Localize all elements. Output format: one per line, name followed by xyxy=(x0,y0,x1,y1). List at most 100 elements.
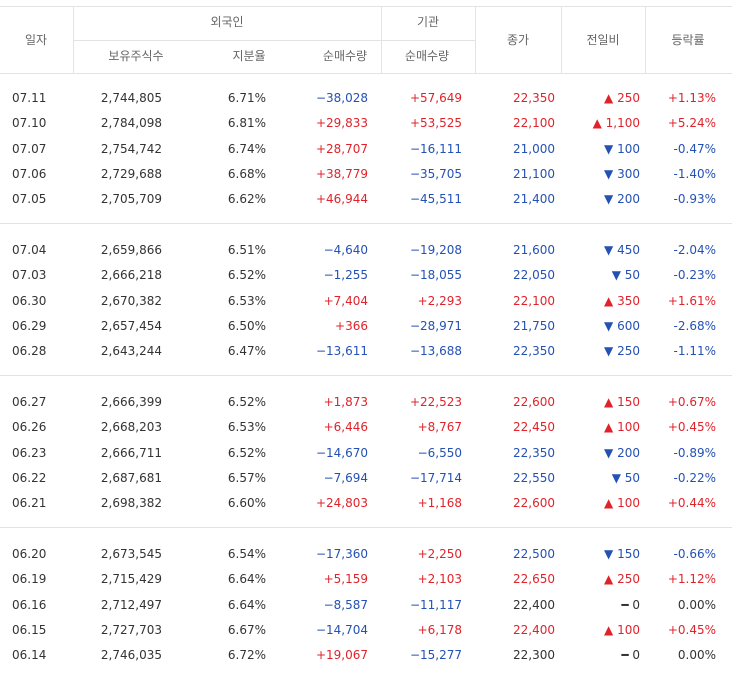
share: 6.68% xyxy=(227,166,266,181)
share: 6.53% xyxy=(227,293,266,308)
inst-net: −15,277 xyxy=(409,648,462,663)
change: ▲ 1,100 xyxy=(592,116,640,131)
rate: -0.89% xyxy=(673,445,716,460)
rate: -0.66% xyxy=(673,547,716,561)
holdings: 2,727,703 xyxy=(100,622,162,637)
date: 06.14 xyxy=(12,648,47,663)
share: 6.50% xyxy=(227,318,266,333)
change: ▼ 600 xyxy=(604,318,640,333)
border xyxy=(475,6,476,73)
close: 22,600 xyxy=(513,395,555,409)
close: 21,600 xyxy=(513,243,555,257)
inst-net: −16,111 xyxy=(409,141,462,156)
header: 보유주식수 xyxy=(108,49,164,63)
rate: +1.12% xyxy=(667,572,716,587)
foreign-net: −14,704 xyxy=(315,622,368,637)
close: 22,400 xyxy=(513,597,555,612)
rate: -0.23% xyxy=(673,268,716,283)
holdings: 2,657,454 xyxy=(100,318,162,333)
share: 6.47% xyxy=(227,344,266,359)
change: ▲ 250 xyxy=(604,572,640,587)
holdings: 2,698,382 xyxy=(100,496,162,511)
holdings: 2,687,681 xyxy=(100,470,162,485)
inst-net: −28,971 xyxy=(409,318,462,333)
inst-net: −18,055 xyxy=(409,268,462,283)
close: 21,750 xyxy=(513,318,555,333)
change: ▲ 100 xyxy=(604,496,640,511)
change: ▼ 300 xyxy=(604,166,640,181)
close: 21,000 xyxy=(513,141,555,156)
date: 06.20 xyxy=(12,547,47,561)
share: 6.74% xyxy=(227,141,266,156)
header: 일자 xyxy=(24,33,48,47)
border xyxy=(0,73,732,74)
border xyxy=(73,6,74,73)
rate: +1.13% xyxy=(667,91,716,105)
foreign-net: −17,360 xyxy=(315,547,368,561)
date: 07.05 xyxy=(12,192,47,207)
share: 6.53% xyxy=(227,420,266,435)
inst-net: +22,523 xyxy=(409,395,462,409)
change: ━ 0 xyxy=(621,597,640,612)
share: 6.64% xyxy=(227,572,266,587)
change: ▲ 150 xyxy=(604,395,640,409)
foreign-net: −8,587 xyxy=(323,597,368,612)
close: 22,100 xyxy=(513,116,555,131)
header: 순매수량 xyxy=(322,49,368,63)
foreign-net: +24,803 xyxy=(315,496,368,511)
foreign-net: +1,873 xyxy=(323,395,368,409)
inst-net: −19,208 xyxy=(409,243,462,257)
inst-net: −6,550 xyxy=(417,445,462,460)
foreign-net: +19,067 xyxy=(315,648,368,663)
inst-net: +57,649 xyxy=(409,91,462,105)
change: ▼ 200 xyxy=(604,192,640,207)
change: ▼ 200 xyxy=(604,445,640,460)
rate: +0.45% xyxy=(667,420,716,435)
share: 6.60% xyxy=(227,496,266,511)
change: ▼ 50 xyxy=(611,268,640,283)
rate: +0.67% xyxy=(667,395,716,409)
share: 6.52% xyxy=(227,268,266,283)
inst-net: −11,117 xyxy=(409,597,462,612)
share: 6.52% xyxy=(227,395,266,409)
change: ▼ 150 xyxy=(604,547,640,561)
date: 06.27 xyxy=(12,395,47,409)
date: 07.10 xyxy=(12,116,47,131)
share: 6.67% xyxy=(227,622,266,637)
date: 06.28 xyxy=(12,344,47,359)
date: 07.11 xyxy=(12,91,47,105)
holdings: 2,715,429 xyxy=(100,572,162,587)
close: 22,400 xyxy=(513,622,555,637)
share: 6.57% xyxy=(227,470,266,485)
share: 6.51% xyxy=(227,243,266,257)
foreign-net: −13,611 xyxy=(315,344,368,359)
date: 06.21 xyxy=(12,496,47,511)
foreign-net: −1,255 xyxy=(323,268,368,283)
border xyxy=(561,6,562,73)
date: 06.29 xyxy=(12,318,47,333)
inst-net: +2,293 xyxy=(417,293,462,308)
share: 6.62% xyxy=(227,192,266,207)
border xyxy=(645,6,646,73)
close: 22,100 xyxy=(513,293,555,308)
share: 6.52% xyxy=(227,445,266,460)
close: 21,400 xyxy=(513,192,555,207)
rate: +5.24% xyxy=(667,116,716,131)
holdings: 2,670,382 xyxy=(100,293,162,308)
header: 종가 xyxy=(506,33,530,47)
change: ▲ 350 xyxy=(604,293,640,308)
date: 07.04 xyxy=(12,243,47,257)
change: ▼ 100 xyxy=(604,141,640,156)
inst-net: +6,178 xyxy=(417,622,462,637)
close: 22,500 xyxy=(513,547,555,561)
group-separator xyxy=(0,375,732,376)
date: 07.06 xyxy=(12,166,47,181)
holdings: 2,666,399 xyxy=(100,395,162,409)
foreign-net: +29,833 xyxy=(315,116,368,131)
rate: +0.45% xyxy=(667,622,716,637)
rate: -0.93% xyxy=(673,192,716,207)
change: ▼ 250 xyxy=(604,344,640,359)
holdings: 2,705,709 xyxy=(100,192,162,207)
date: 06.23 xyxy=(12,445,47,460)
